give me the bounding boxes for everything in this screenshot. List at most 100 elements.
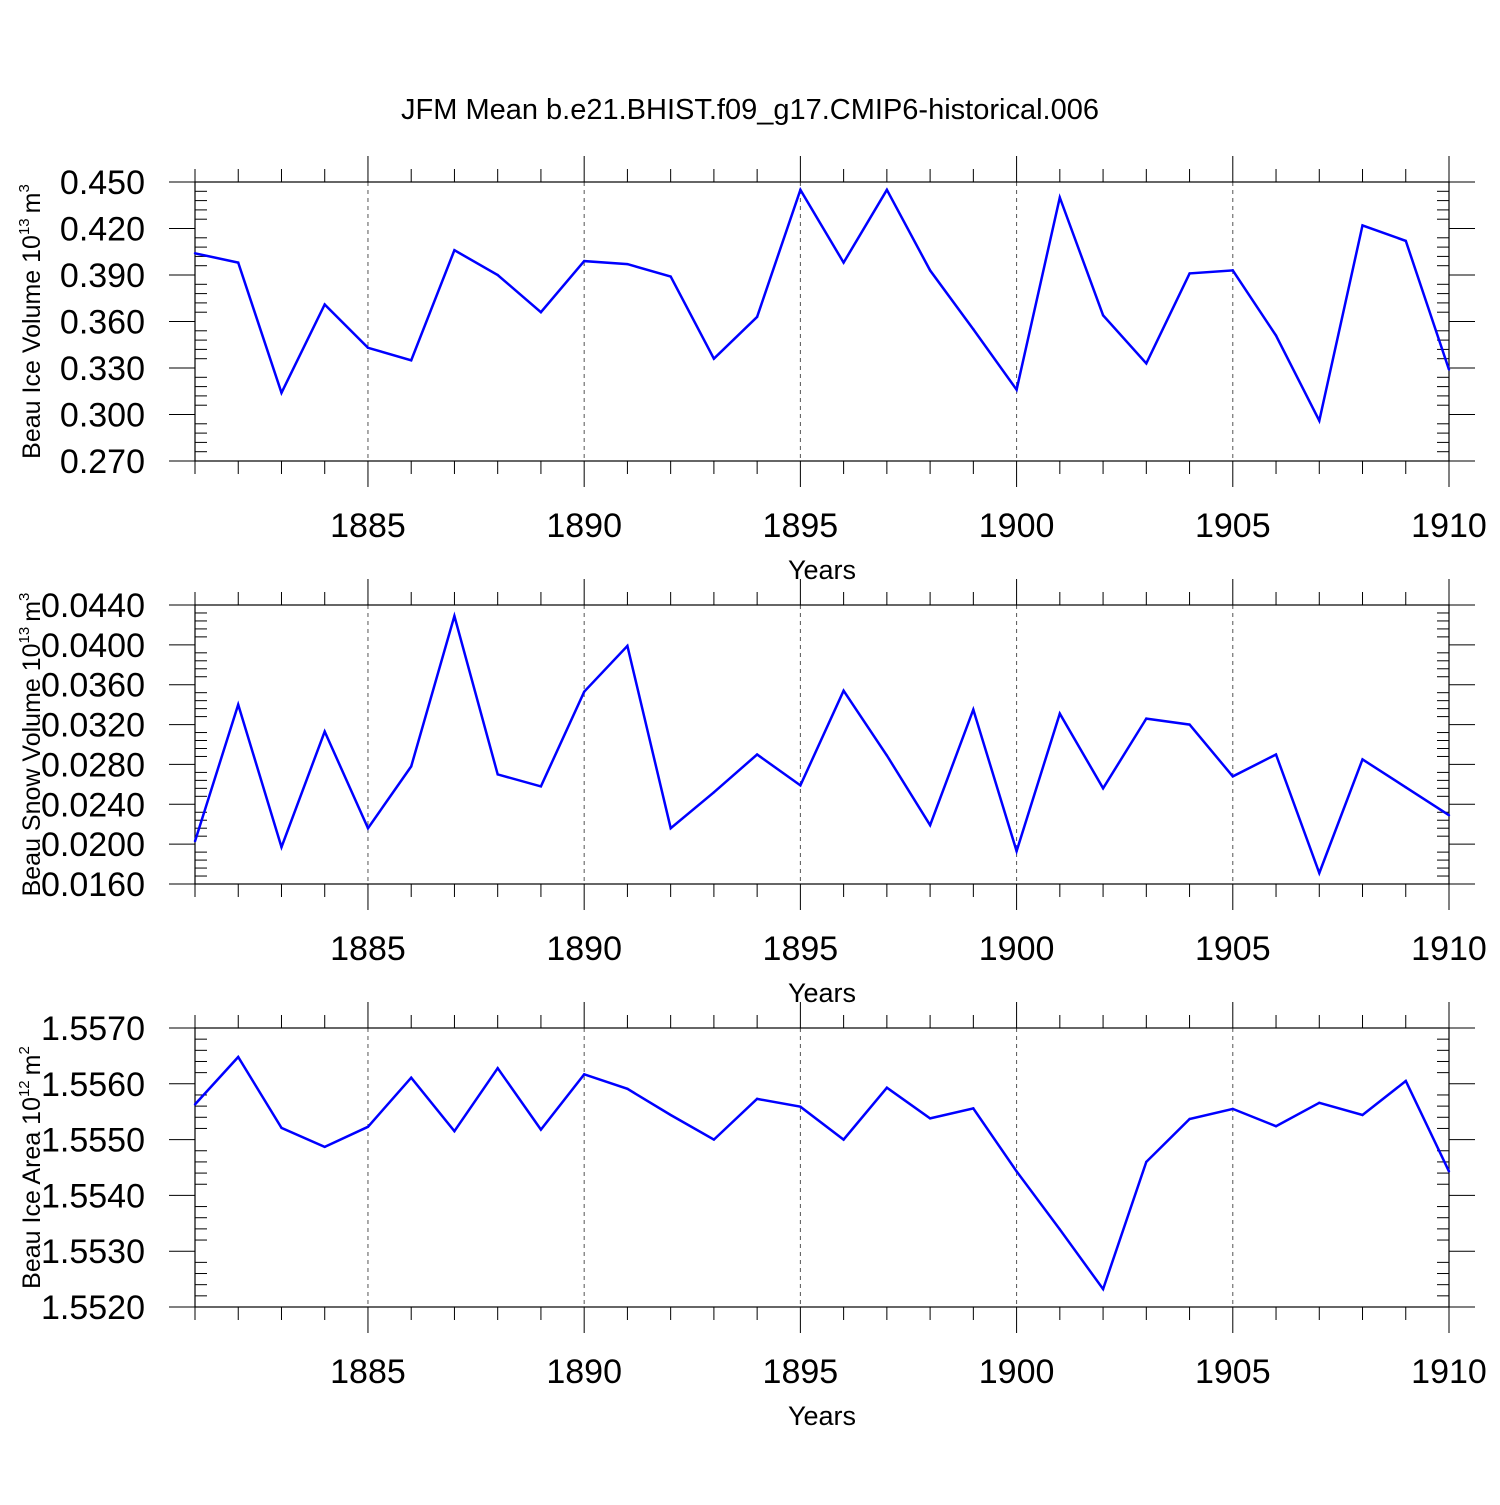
data-point (453, 614, 456, 618)
y-axis-label-unit: m (18, 601, 46, 622)
x-tick-label: 1905 (1195, 930, 1271, 968)
y-tick-label: 0.450 (60, 164, 145, 202)
data-point (1318, 419, 1321, 422)
data-point (626, 1087, 629, 1091)
data-point (496, 773, 499, 776)
data-point (755, 753, 759, 756)
data-point (1361, 224, 1364, 227)
data-point (1318, 871, 1321, 875)
data-point (280, 845, 283, 849)
y-tick-label: 0.0200 (41, 826, 145, 864)
y-tick-label: 0.390 (60, 257, 145, 295)
data-point (410, 359, 413, 362)
data-point (496, 273, 499, 277)
data-point (972, 708, 975, 711)
y-tick-label: 1.5520 (41, 1289, 145, 1327)
data-point (582, 690, 586, 693)
y-axis-label-unit: m (18, 193, 46, 214)
data-point (1447, 814, 1451, 817)
data-point (928, 1117, 932, 1120)
x-tick-label: 1890 (546, 1353, 622, 1391)
data-point (539, 1128, 543, 1131)
data-point (539, 785, 543, 788)
y-axis-label: Beau Ice Volume 1013 m3 (16, 184, 46, 459)
data-point (366, 827, 370, 830)
y-tick-label: 0.420 (60, 211, 145, 249)
y-tick-label: 0.270 (60, 443, 145, 481)
data-point (1231, 775, 1234, 778)
y-axis-label-unit-exponent: 3 (16, 184, 33, 192)
data-point (1274, 753, 1278, 756)
data-point (1274, 334, 1278, 337)
y-tick-label: 0.0280 (41, 746, 145, 784)
y-tick-label: 0.360 (60, 304, 145, 342)
data-point (842, 261, 845, 264)
y-tick-label: 0.0320 (41, 707, 145, 745)
data-point (1447, 1170, 1451, 1173)
x-tick-label: 1910 (1411, 1353, 1487, 1391)
x-axis-label: Years (788, 978, 856, 1008)
x-tick-label: 1895 (763, 1353, 839, 1391)
data-point (1145, 1160, 1148, 1164)
data-point (1188, 723, 1191, 726)
y-axis-label-text: Beau Ice Area 10 (18, 1097, 46, 1289)
data-point (280, 391, 283, 394)
data-point (799, 784, 802, 787)
y-tick-label: 0.0160 (41, 866, 145, 904)
data-point (669, 275, 672, 278)
data-point (237, 703, 240, 706)
data-point (323, 1145, 326, 1149)
y-axis-label-unit-exponent: 2 (16, 1046, 33, 1054)
y-axis-label-text: Beau Snow Volume 10 (18, 643, 46, 896)
data-point (453, 249, 456, 252)
y-tick-label: 0.0440 (41, 587, 145, 625)
x-tick-label: 1890 (546, 507, 622, 545)
data-point (237, 1055, 240, 1059)
data-point (1447, 368, 1451, 371)
data-point (1361, 1113, 1364, 1117)
data-point (1318, 1101, 1321, 1104)
y-tick-label: 0.0400 (41, 627, 145, 665)
data-point (1274, 1125, 1278, 1128)
data-point (799, 188, 802, 191)
y-tick-label: 0.0360 (41, 667, 145, 705)
data-point (280, 1126, 283, 1130)
data-point (1101, 314, 1105, 317)
data-point (1058, 196, 1062, 199)
data-point (410, 1076, 413, 1079)
data-point (582, 259, 586, 263)
data-point (237, 261, 240, 264)
chart-panel-snow-volume: 0.01600.02000.02400.02800.03200.03600.04… (16, 579, 1487, 1008)
x-axis-label: Years (788, 1401, 856, 1431)
data-point (1015, 1170, 1018, 1173)
data-point (1404, 1079, 1407, 1083)
x-tick-label: 1885 (330, 507, 406, 545)
x-tick-label: 1900 (979, 507, 1055, 545)
data-point (1058, 712, 1062, 715)
data-point (1015, 388, 1018, 391)
chart-title: JFM Mean b.e21.BHIST.f09_g17.CMIP6-histo… (401, 94, 1099, 126)
data-point (885, 188, 889, 191)
y-axis-label-text: Beau Ice Volume 10 (18, 235, 46, 459)
data-point (972, 328, 975, 331)
data-point (669, 1113, 672, 1117)
series-line-ice-area (194, 1054, 1451, 1292)
data-point (626, 262, 629, 266)
x-tick-label: 1890 (546, 930, 622, 968)
plot-frame (194, 604, 1450, 885)
data-point (1404, 239, 1407, 243)
data-point (842, 689, 845, 692)
data-point (1231, 1107, 1234, 1111)
series-line-ice-volume (194, 186, 1451, 425)
data-point (712, 357, 716, 360)
data-point (712, 1138, 716, 1141)
data-point (1404, 786, 1407, 789)
x-tick-label: 1885 (330, 930, 406, 968)
data-point (366, 346, 370, 350)
data-point (410, 765, 413, 768)
data-point (712, 791, 716, 794)
y-axis-label: Beau Snow Volume 1013 m3 (16, 593, 46, 897)
data-point (669, 827, 672, 830)
